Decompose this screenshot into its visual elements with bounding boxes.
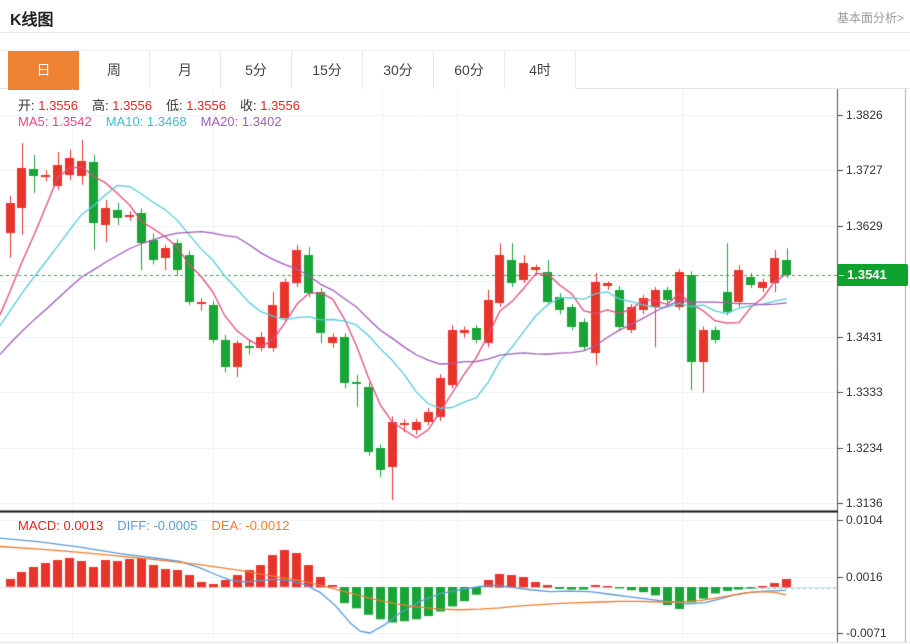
tag-tick — [839, 275, 844, 277]
ohlc-item-3: 收: 1.3556 — [240, 98, 300, 113]
macd-item-1: DIFF: -0.0005 — [117, 518, 198, 533]
main-axis-label-1: 1.3727 — [846, 163, 883, 178]
current-price-tag: 1.3541 — [837, 264, 908, 287]
macd-item-0: MACD: 0.0013 — [18, 518, 104, 533]
main-axis-label-6: 1.3234 — [846, 440, 883, 455]
main-axis-label-4: 1.3431 — [846, 329, 883, 344]
main-axis-label-7: 1.3136 — [846, 496, 883, 510]
macd-item-2: DEA: -0.0012 — [211, 518, 290, 533]
macd-info-row: MACD: 0.0013 DIFF: -0.0005 DEA: -0.0012 — [18, 518, 304, 533]
macd-axis-label-0: 0.0104 — [846, 513, 883, 527]
ohlc-item-1: 高: 1.3556 — [92, 98, 152, 113]
macd-axis-label-1: 0.0016 — [846, 569, 883, 584]
main-axis-label-5: 1.3333 — [846, 385, 883, 400]
current-price-value: 1.3541 — [847, 267, 887, 283]
main-axis-label-0: 1.3826 — [846, 108, 883, 122]
ma-info-row: MA5: 1.3542 MA10: 1.3468 MA20: 1.3402 — [18, 114, 296, 129]
ohlc-item-2: 低: 1.3556 — [166, 98, 226, 113]
ohlc-item-0: 开: 1.3556 — [18, 98, 78, 113]
ma-item-2: MA20: 1.3402 — [200, 114, 282, 129]
macd-axis-label-2: -0.0071 — [846, 626, 887, 640]
main-axis-label-2: 1.3629 — [846, 218, 883, 233]
ma-item-0: MA5: 1.3542 — [18, 114, 92, 129]
ohlc-info-row: 开: 1.3556 高: 1.3556 低: 1.3556 收: 1.3556 — [18, 95, 314, 114]
ma-item-1: MA10: 1.3468 — [105, 114, 187, 129]
